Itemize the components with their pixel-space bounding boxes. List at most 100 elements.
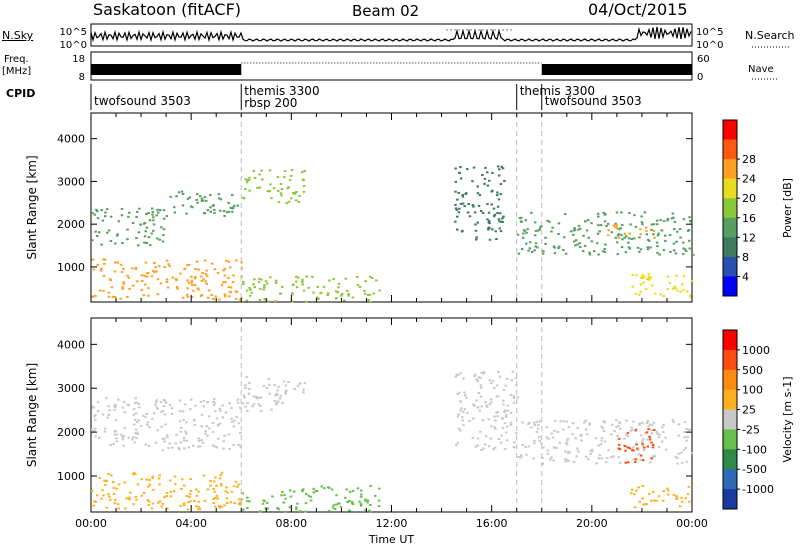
power-cell xyxy=(301,278,304,281)
velocity-cell xyxy=(246,500,249,503)
power-cell xyxy=(683,248,687,251)
power-cell xyxy=(587,236,590,239)
power-cell xyxy=(147,212,150,214)
velocity-cell xyxy=(170,407,174,410)
velocity-cell xyxy=(634,429,637,432)
power-cell xyxy=(113,296,117,298)
power-cell xyxy=(627,246,631,249)
power-cell xyxy=(328,279,331,282)
power-cell xyxy=(454,207,458,210)
velocity-cell xyxy=(482,371,486,374)
power-cell xyxy=(277,189,280,192)
power-cell xyxy=(143,222,147,224)
power-cell xyxy=(270,197,273,200)
velocity-cell xyxy=(603,421,606,424)
power-cell xyxy=(634,292,637,295)
power-cell xyxy=(528,247,532,250)
power-cell xyxy=(541,252,545,255)
velocity-cell xyxy=(564,460,567,463)
velocity-cell xyxy=(471,436,475,439)
velocity-cell xyxy=(472,403,475,406)
velocity-cell xyxy=(163,496,166,499)
power-cell xyxy=(205,269,208,272)
power-cell xyxy=(126,295,129,298)
power-cell xyxy=(647,278,651,281)
power-colorbar-segment xyxy=(723,178,737,199)
power-cell xyxy=(199,195,202,198)
velocity-cell xyxy=(132,503,135,506)
power-cell xyxy=(186,293,189,296)
power-cell xyxy=(266,190,270,193)
velocity-cell xyxy=(479,384,483,387)
velocity-cell xyxy=(282,380,286,383)
velocity-cell xyxy=(650,499,653,502)
velocity-cell xyxy=(555,447,558,449)
velocity-cell xyxy=(213,398,216,401)
velocity-cell xyxy=(202,405,205,408)
power-cell xyxy=(152,229,155,232)
velocity-cell xyxy=(617,447,620,450)
power-cell xyxy=(654,292,657,295)
velocity-cell xyxy=(492,448,495,451)
power-cell xyxy=(195,198,198,201)
power-cell xyxy=(688,247,691,250)
velocity-cell xyxy=(192,445,195,447)
velocity-cell xyxy=(161,437,164,440)
velocity-cell xyxy=(506,378,509,380)
velocity-cell xyxy=(134,496,137,498)
velocity-cell xyxy=(309,495,312,498)
velocity-cell xyxy=(124,507,127,510)
power-cell xyxy=(283,170,287,173)
power-cell xyxy=(181,193,185,195)
power-cell xyxy=(211,262,214,265)
velocity-cell xyxy=(195,488,198,491)
power-cell xyxy=(573,229,577,232)
power-cell xyxy=(206,209,210,212)
power-cell xyxy=(161,240,165,243)
power-cell xyxy=(315,296,319,299)
power-cell xyxy=(476,221,479,224)
velocity-colorbar-segment xyxy=(723,330,737,351)
power-cell xyxy=(209,194,212,197)
power-cell xyxy=(337,282,341,285)
velocity-cell xyxy=(296,502,299,505)
power-cell xyxy=(190,281,193,284)
velocity-cell xyxy=(284,384,288,387)
velocity-cell xyxy=(98,476,101,479)
velocity-cell xyxy=(178,399,182,402)
power-cell xyxy=(585,229,589,232)
velocity-cell xyxy=(142,492,146,494)
power-cell xyxy=(368,293,371,296)
power-cell xyxy=(177,191,181,194)
power-cell xyxy=(487,219,491,222)
velocity-cell xyxy=(144,443,147,446)
power-cell xyxy=(461,194,464,196)
power-panel-frame xyxy=(90,112,693,303)
velocity-cell xyxy=(585,433,589,436)
velocity-colorbar-segment xyxy=(723,409,737,430)
power-cell xyxy=(301,171,304,174)
velocity-cell xyxy=(328,486,331,489)
velocity-cell xyxy=(597,444,600,447)
velocity-cell xyxy=(206,401,209,403)
velocity-cell xyxy=(615,425,618,428)
velocity-cell xyxy=(550,432,553,435)
velocity-cell xyxy=(122,444,125,447)
power-cell xyxy=(274,300,277,303)
velocity-cell xyxy=(258,510,262,513)
power-cell xyxy=(631,274,634,276)
power-cell xyxy=(165,259,169,262)
power-cell xyxy=(474,223,477,226)
power-cell xyxy=(669,250,672,253)
power-cell xyxy=(653,236,656,239)
power-cell xyxy=(137,244,140,247)
velocity-cell xyxy=(652,499,656,502)
power-cell xyxy=(620,211,623,214)
velocity-cell xyxy=(207,427,211,430)
velocity-cell xyxy=(113,405,116,408)
velocity-cell xyxy=(533,442,536,445)
power-colorbar-tick-label: 24 xyxy=(742,173,756,186)
power-cell xyxy=(274,279,278,282)
velocity-cell xyxy=(225,486,228,489)
power-cell xyxy=(117,220,121,223)
